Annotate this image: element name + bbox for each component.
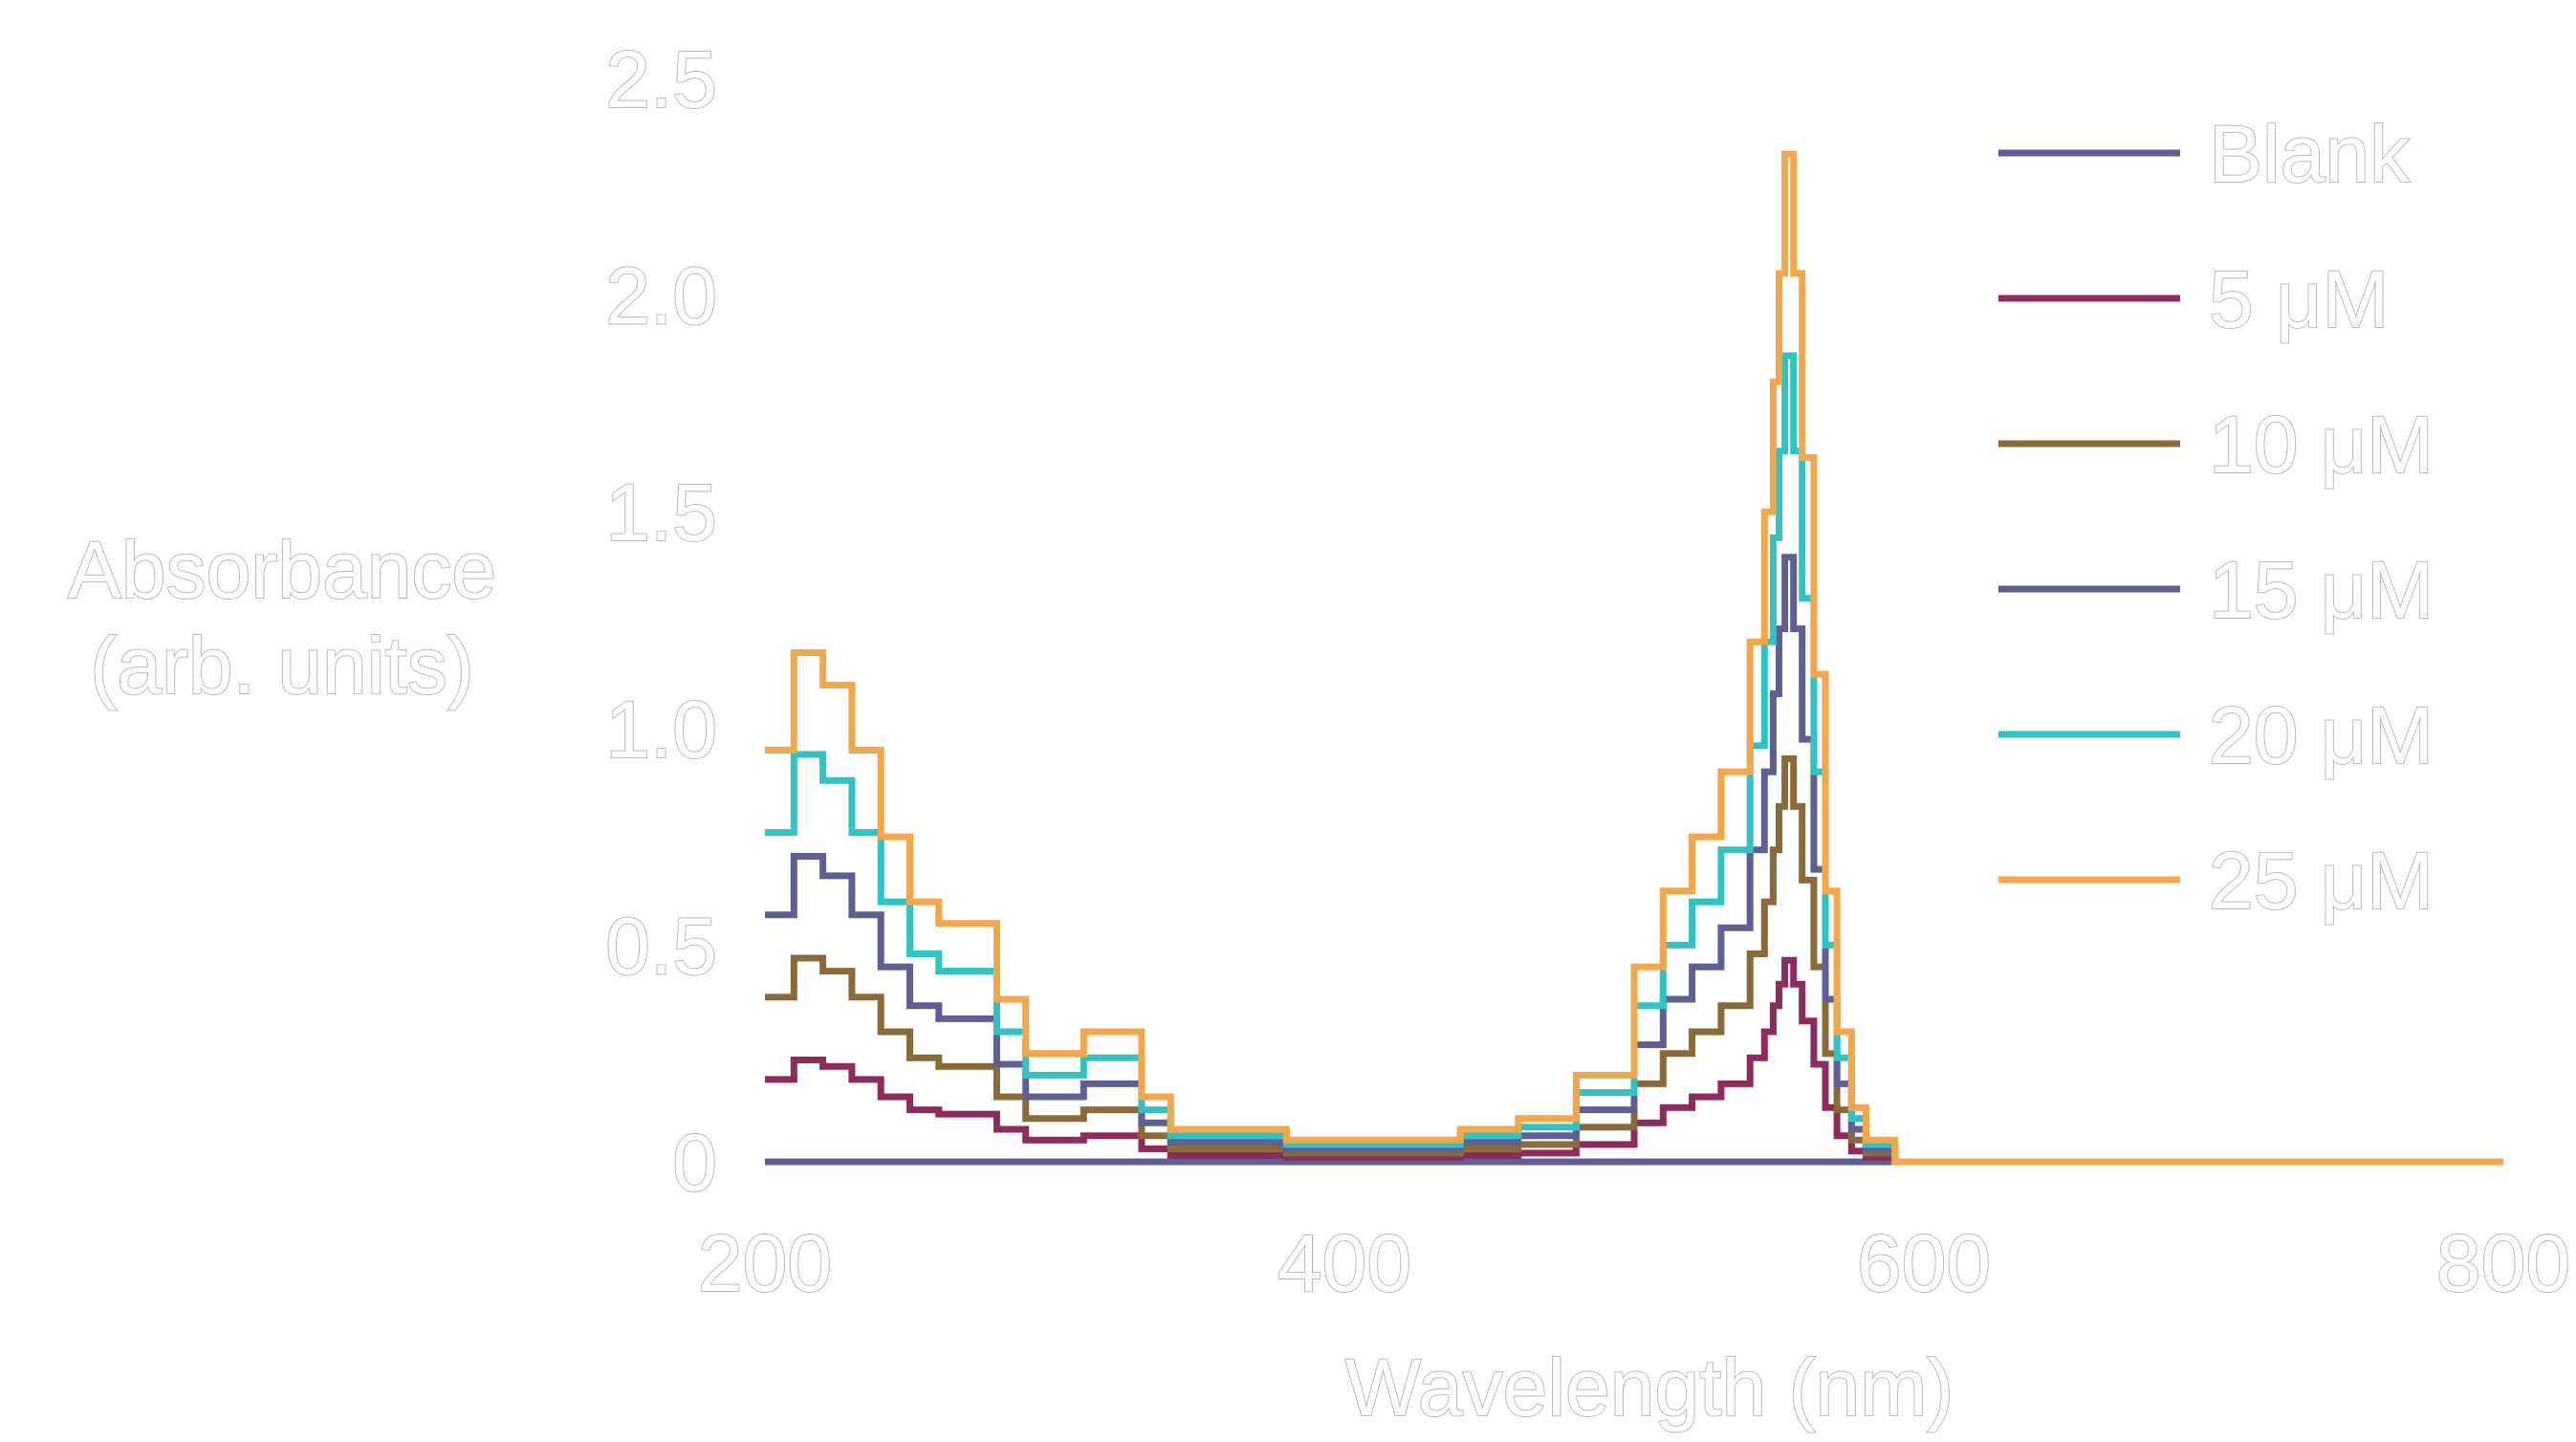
legend-label: 10 μM [2209, 400, 2434, 490]
x-tick-label: 800 [2436, 1218, 2570, 1308]
plot-area [765, 150, 2503, 1166]
y-axis-title-line-2: (arb. units) [90, 621, 473, 710]
y-tick-label: 0.5 [605, 901, 717, 991]
y-tick-label: 1.0 [605, 685, 717, 775]
y-axis: 0 0.5 1.0 1.5 2.0 2.5 [604, 33, 718, 1209]
series-line [765, 956, 2503, 1166]
series-line [765, 150, 2503, 1166]
legend: Blank 5 μM 10 μM 15 μM 20 μM 25 μM [1998, 108, 2434, 927]
legend-label: 25 μM [2209, 836, 2434, 926]
y-axis-title-line-1: Absorbance [68, 525, 496, 615]
x-tick-label: 200 [698, 1218, 832, 1308]
x-axis-title: Wavelength (nm) [1345, 1343, 1954, 1432]
x-tick-label: 600 [1857, 1218, 1991, 1308]
legend-label: 15 μM [2209, 545, 2434, 635]
y-tick-label: 2.0 [605, 251, 717, 341]
y-tick-label: 1.5 [605, 468, 717, 557]
x-axis: 200 400 600 800 [697, 1217, 2571, 1309]
legend-label: 5 μM [2209, 254, 2389, 344]
legend-label: Blank [2209, 109, 2411, 199]
y-tick-label: 2.5 [605, 34, 717, 124]
series-line [765, 755, 2503, 1166]
legend-label: 20 μM [2209, 690, 2434, 780]
x-tick-label: 400 [1277, 1218, 1411, 1308]
y-tick-label: 0 [672, 1118, 717, 1208]
